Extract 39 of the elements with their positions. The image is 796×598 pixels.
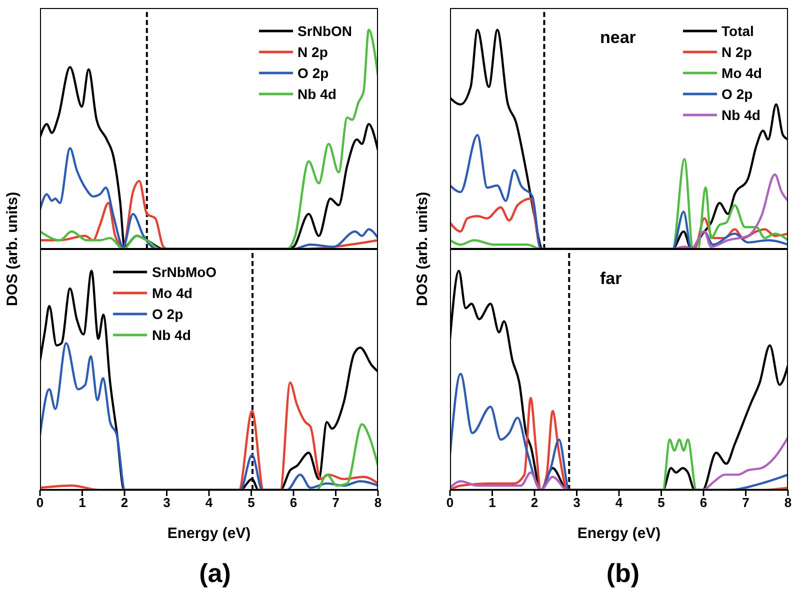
x-tick-label: 0	[446, 495, 454, 510]
legend-label: O 2p	[152, 306, 184, 322]
x-tick-label: 8	[784, 495, 792, 510]
legend-label: N 2p	[298, 44, 328, 60]
x-tick-label: 0	[36, 495, 44, 510]
x-tick-label: 1	[488, 495, 496, 510]
text: (a)	[198, 558, 232, 589]
x-axis-title: Energy (eV)	[167, 525, 251, 542]
legend-label: Mo 4d	[152, 284, 192, 300]
legend-label: Nb 4d	[722, 106, 760, 122]
legend-label: O 2p	[298, 64, 329, 80]
x-tick-label: 1	[78, 495, 86, 510]
x-tick-label: 5	[658, 495, 665, 510]
legend-label: Nb 4d	[298, 86, 336, 102]
x-tick-label: 5	[248, 495, 255, 510]
annotation: near	[600, 28, 636, 48]
x-tick-label: 2	[530, 495, 538, 510]
legend-label: Nb 4d	[152, 326, 191, 342]
x-axis-title: Energy (eV)	[577, 525, 661, 542]
x-tick-label: 8	[374, 495, 382, 510]
x-tick-label: 4	[615, 495, 624, 510]
x-tick-label: 2	[120, 495, 128, 510]
x-tick-label: 7	[742, 495, 750, 510]
x-tick-label: 6	[700, 495, 708, 510]
legend-label: N 2p	[722, 44, 752, 60]
text: (b)	[605, 558, 641, 589]
y-axis-title: DOS (arb. units)	[4, 190, 22, 308]
y-axis-title: DOS (arb. units)	[414, 190, 432, 308]
x-tick-label: 3	[163, 495, 170, 510]
x-tick-label: 4	[205, 495, 214, 510]
legend-label: SrNbMoO	[152, 264, 217, 280]
legend-label: Mo 4d	[722, 64, 762, 80]
legend-label: Total	[722, 22, 754, 38]
legend-label: SrNbON	[298, 22, 352, 38]
annotation: far	[600, 269, 622, 289]
x-tick-label: 7	[332, 495, 340, 510]
x-tick-label: 3	[573, 495, 580, 510]
legend-label: O 2p	[722, 86, 753, 102]
x-tick-label: 6	[290, 495, 298, 510]
